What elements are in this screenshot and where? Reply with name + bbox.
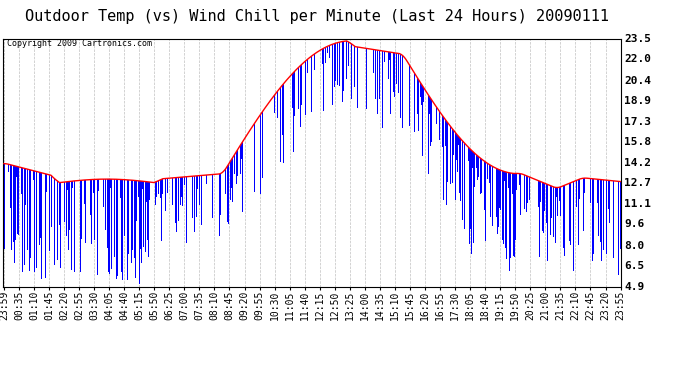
Text: 6.5: 6.5 bbox=[624, 261, 644, 271]
Text: 22.0: 22.0 bbox=[624, 54, 651, 64]
Text: 11.1: 11.1 bbox=[624, 200, 651, 209]
Text: 15.8: 15.8 bbox=[624, 137, 651, 147]
Text: 12.7: 12.7 bbox=[624, 178, 651, 188]
Text: Outdoor Temp (vs) Wind Chill per Minute (Last 24 Hours) 20090111: Outdoor Temp (vs) Wind Chill per Minute … bbox=[26, 9, 609, 24]
Text: 14.2: 14.2 bbox=[624, 158, 651, 168]
Text: 20.4: 20.4 bbox=[624, 76, 651, 86]
Text: 8.0: 8.0 bbox=[624, 241, 644, 250]
Text: 17.3: 17.3 bbox=[624, 117, 651, 127]
Text: 23.5: 23.5 bbox=[624, 34, 651, 44]
Text: 4.9: 4.9 bbox=[624, 282, 644, 292]
Text: Copyright 2009 Cartronics.com: Copyright 2009 Cartronics.com bbox=[7, 39, 152, 48]
Text: 9.6: 9.6 bbox=[624, 219, 644, 230]
Text: 18.9: 18.9 bbox=[624, 96, 651, 106]
